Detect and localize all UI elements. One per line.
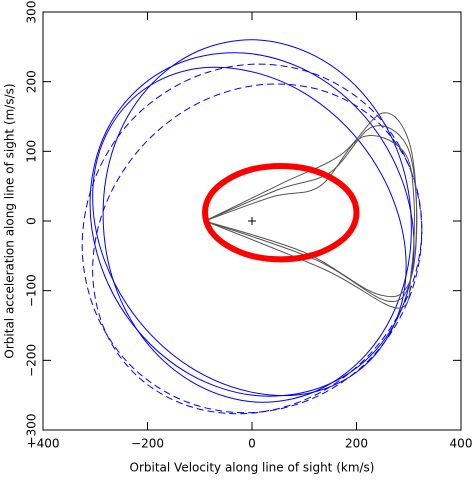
y-axis-title: Orbital acceleration along line of sight…	[3, 83, 17, 358]
orbit-curve	[81, 63, 423, 414]
orbit-curve	[201, 162, 360, 263]
orbit-curve	[102, 39, 412, 403]
x-axis-title: Orbital Velocity along line of sight (km…	[130, 461, 375, 475]
orbit-curve	[204, 135, 415, 309]
y-tick-label: 300	[25, 1, 39, 24]
orbit-curve	[204, 125, 418, 303]
orbit-curve	[92, 83, 423, 415]
x-tick-label: 200	[345, 437, 368, 451]
y-tick-label: 200	[25, 70, 39, 93]
orbit-curve	[204, 112, 418, 298]
orbit-curve	[89, 52, 415, 397]
x-tick-label: −200	[131, 437, 164, 451]
orbit-curve	[92, 66, 407, 396]
y-tick-label: 100	[25, 140, 39, 163]
y-tick-label: −200	[25, 344, 39, 377]
y-tick-label: −100	[25, 274, 39, 307]
x-tick-label: 400	[450, 437, 473, 451]
x-tick-label: 0	[248, 437, 256, 451]
x-tick-label: +400	[27, 437, 60, 451]
center-marker	[248, 217, 256, 225]
y-tick-label: 0	[25, 217, 39, 225]
y-tick-label: −300	[25, 414, 39, 447]
